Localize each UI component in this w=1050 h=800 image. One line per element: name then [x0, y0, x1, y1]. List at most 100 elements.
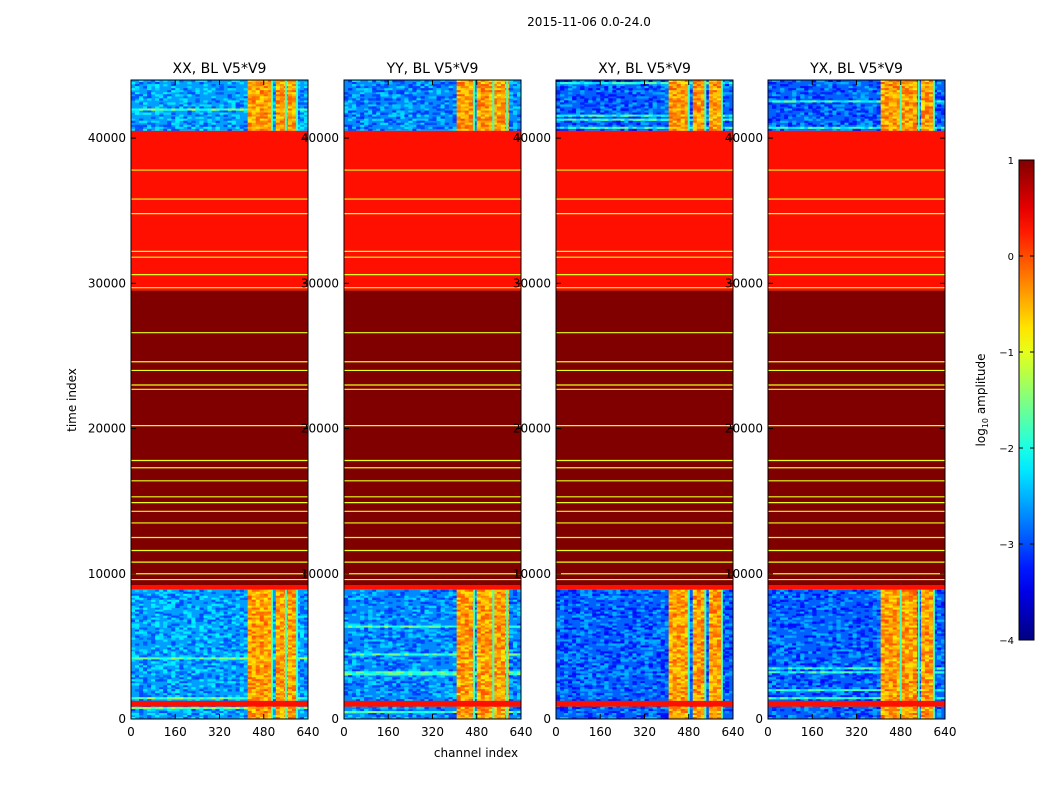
heatmap-cell — [452, 713, 457, 716]
heatmap-cell — [476, 98, 482, 101]
heatmap-cell — [344, 124, 349, 128]
heatmap-cell — [380, 118, 385, 121]
heatmap-cell — [179, 625, 184, 628]
heatmap-cell — [460, 118, 465, 121]
heatmap-cell — [219, 603, 224, 606]
heatmap-cell — [456, 697, 461, 700]
heatmap-cell — [191, 697, 196, 700]
heatmap-cell — [344, 649, 349, 652]
heatmap-cell — [388, 627, 393, 630]
heatmap-cell — [175, 605, 180, 608]
heatmap-cell — [476, 661, 482, 664]
heatmap-cell — [512, 122, 518, 126]
heatmap-cell — [352, 108, 357, 111]
heatmap-cell — [191, 675, 196, 678]
heatmap-cell — [480, 122, 486, 126]
heatmap-cell — [303, 663, 308, 666]
heatmap-cell — [243, 689, 248, 692]
heatmap-cell — [247, 589, 252, 593]
heatmap-cell — [299, 675, 305, 678]
heatmap-cell — [500, 661, 506, 664]
heatmap-cell — [388, 615, 393, 618]
heatmap-cell — [287, 118, 293, 121]
heatmap-cell — [247, 715, 252, 718]
heatmap-cell — [287, 593, 293, 597]
heatmap-cell — [496, 601, 502, 604]
x-tick-label: 320 — [208, 725, 231, 739]
heatmap-cell — [344, 102, 349, 105]
heatmap-cell — [496, 673, 502, 676]
heatmap-cell — [492, 695, 498, 698]
heatmap-cell — [484, 663, 490, 666]
heatmap-cell — [460, 607, 465, 610]
heatmap-cell — [388, 601, 393, 604]
heatmap-cell — [155, 110, 160, 113]
heatmap-cell — [199, 82, 204, 85]
heatmap-cell — [159, 657, 164, 660]
heatmap-cell — [496, 637, 502, 640]
heatmap-cell — [227, 128, 232, 132]
heatmap-cell — [135, 631, 140, 634]
heatmap-cell — [364, 110, 369, 113]
heatmap-cell — [476, 625, 482, 628]
heatmap-cell — [199, 645, 204, 648]
heatmap-cell — [207, 639, 212, 642]
heatmap-cell — [460, 110, 465, 113]
heatmap-cell — [251, 90, 256, 93]
heatmap-cell — [480, 108, 486, 111]
heatmap-cell — [496, 667, 502, 670]
heatmap-cell — [400, 697, 405, 700]
heatmap-cell — [215, 617, 220, 620]
heatmap-cell — [464, 633, 469, 636]
heatmap-cell — [295, 116, 301, 119]
heatmap-cell — [231, 649, 236, 652]
heatmap-cell — [147, 665, 152, 668]
heatmap-cell — [231, 110, 236, 113]
heatmap-cell — [456, 106, 461, 109]
heatmap-cell — [267, 637, 273, 640]
x-tick-label: 160 — [164, 725, 187, 739]
heatmap-cell — [199, 613, 204, 616]
heatmap-cell — [163, 92, 168, 95]
heatmap-cell — [251, 627, 256, 630]
heatmap-cell — [456, 605, 461, 608]
heatmap-cell — [368, 651, 373, 654]
heatmap-cell — [207, 114, 212, 117]
heatmap-cell — [496, 685, 502, 688]
heatmap-cell — [295, 96, 301, 99]
heatmap-cell — [259, 597, 265, 600]
heatmap-cell — [516, 607, 521, 610]
heatmap-cell — [464, 80, 469, 83]
heatmap-cell — [219, 605, 224, 608]
heatmap-cell — [444, 631, 449, 634]
heatmap-cell — [496, 86, 502, 89]
heatmap-cell — [356, 717, 361, 719]
heatmap-cell — [139, 707, 144, 710]
heatmap-cell — [376, 128, 381, 132]
heatmap-cell — [135, 86, 140, 89]
heatmap-cell — [231, 80, 236, 83]
heatmap-cell — [235, 695, 240, 698]
heatmap-cell — [400, 673, 405, 676]
heatmap-cell — [492, 92, 498, 95]
heatmap-cell — [287, 609, 293, 612]
heatmap-cell — [456, 90, 461, 93]
heatmap-cell — [392, 609, 397, 612]
heatmap-cell — [247, 667, 252, 670]
heatmap-cell — [484, 88, 490, 91]
heatmap-cell — [215, 88, 220, 91]
heatmap-cell — [295, 595, 301, 598]
heatmap-cell — [484, 633, 490, 636]
heatmap-cell — [175, 593, 180, 597]
heatmap-cell — [460, 707, 465, 710]
heatmap-cell — [151, 651, 156, 654]
heatmap-cell — [267, 96, 273, 99]
heatmap-cell — [159, 589, 164, 593]
heatmap-cell — [440, 108, 445, 111]
heatmap-cell — [376, 655, 381, 658]
heatmap-cell — [147, 619, 152, 622]
heatmap-cell — [159, 711, 164, 714]
heatmap-cell — [456, 122, 461, 126]
heatmap-cell — [384, 106, 389, 109]
heatmap-cell — [243, 635, 248, 638]
